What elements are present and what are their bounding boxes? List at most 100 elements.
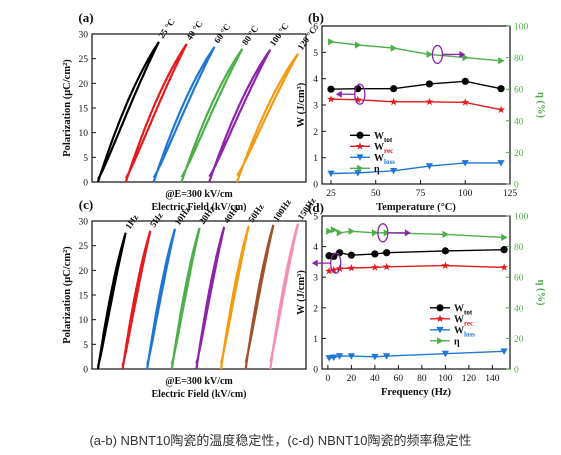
data-point-eta bbox=[442, 230, 449, 238]
y-tick-label: 25 bbox=[79, 55, 89, 65]
loop-40Hz bbox=[195, 226, 226, 370]
legend-marker bbox=[357, 164, 364, 172]
loop-40C bbox=[124, 43, 188, 183]
y-tick-label: 0 bbox=[83, 366, 88, 376]
x-tick-label: 100 bbox=[458, 189, 473, 199]
series-line-eta bbox=[330, 41, 502, 62]
x-axis-title: Temperature (°C) bbox=[376, 202, 456, 213]
data-point-tot bbox=[441, 247, 449, 255]
legend-marker bbox=[436, 304, 444, 312]
data-point-rec bbox=[382, 262, 391, 271]
data-point-eta bbox=[348, 227, 355, 235]
data-point-tot bbox=[497, 85, 505, 93]
data-point-rec bbox=[500, 263, 509, 271]
figure-caption: (a-b) NBNT10陶瓷的温度稳定性，(c-d) NBNT10陶瓷的频率稳定… bbox=[89, 433, 472, 448]
data-point-rec bbox=[329, 265, 338, 274]
loop-60C bbox=[152, 46, 216, 183]
y-tick-label: 10 bbox=[79, 129, 89, 139]
callout-arrowhead-left bbox=[311, 259, 318, 267]
y-tick-label-left: 5 bbox=[313, 49, 318, 59]
y-tick-label-right: 80 bbox=[514, 243, 524, 253]
loop-100Hz bbox=[244, 224, 275, 370]
data-point-tot bbox=[336, 249, 344, 257]
loop-80C bbox=[180, 48, 244, 183]
x-tick-label: 20 bbox=[347, 374, 357, 384]
series-line-rec bbox=[330, 98, 502, 111]
y-tick-label-left: 0 bbox=[313, 181, 318, 191]
x-tick-label: 75 bbox=[416, 189, 426, 199]
data-point-loss bbox=[383, 353, 391, 360]
data-point-tot bbox=[347, 251, 355, 259]
y-tick-label-left: 0 bbox=[313, 366, 318, 376]
data-point-loss bbox=[461, 160, 469, 167]
loop-100C bbox=[208, 49, 272, 183]
y-tick-label: 15 bbox=[79, 292, 89, 302]
x-tick-label: 0 bbox=[326, 374, 331, 384]
y-tick-label: 30 bbox=[79, 218, 89, 228]
y-tick-label-right: 0 bbox=[514, 366, 519, 376]
data-point-loss bbox=[336, 353, 344, 360]
y-tick-label: 0 bbox=[83, 179, 88, 189]
data-point-rec bbox=[425, 97, 434, 106]
y-tick-label: 25 bbox=[79, 242, 89, 252]
data-point-eta bbox=[498, 57, 505, 65]
callout-arrowhead-right bbox=[459, 50, 466, 58]
panel-b: 25 50 75 100 1250123456020406080100(b)Temper… bbox=[296, 10, 546, 213]
legend-subscript: loss bbox=[384, 158, 395, 166]
loop-120C bbox=[236, 53, 299, 183]
loop-20Hz bbox=[170, 227, 201, 370]
y-tick-label: 5 bbox=[83, 341, 88, 351]
y-axis-title: Polarization (μC/cm²) bbox=[62, 59, 73, 157]
legend-marker bbox=[356, 131, 364, 139]
data-point-rec bbox=[370, 263, 379, 271]
data-point-eta bbox=[336, 229, 344, 237]
panel-label: (c) bbox=[79, 197, 93, 212]
y-tick-label-left: 2 bbox=[313, 128, 318, 138]
y-tick-label-left: 3 bbox=[313, 274, 318, 284]
series-line-loss bbox=[329, 350, 505, 359]
y-tick-label-left: 4 bbox=[313, 243, 318, 253]
data-point-eta bbox=[330, 226, 338, 234]
legend-subscript: tot bbox=[384, 136, 393, 144]
y-axis-title: Polarization (μC/cm²) bbox=[62, 246, 73, 344]
loop-25C bbox=[96, 41, 160, 183]
legend-label: η bbox=[454, 336, 460, 347]
curve-label: 25 °C bbox=[156, 17, 176, 40]
legend-label: η bbox=[374, 164, 380, 175]
data-point-loss bbox=[330, 354, 338, 361]
legend-subscript: loss bbox=[464, 330, 475, 338]
y-tick-label-left: 3 bbox=[313, 102, 318, 112]
y-tick-label: 15 bbox=[79, 105, 89, 115]
loop-50Hz bbox=[220, 225, 250, 370]
callout-arrowhead-left bbox=[335, 90, 342, 98]
data-point-tot bbox=[327, 85, 335, 93]
x-tick-label: 25 bbox=[326, 189, 336, 199]
legend-marker bbox=[356, 154, 364, 161]
data-point-eta bbox=[501, 233, 508, 241]
data-point-tot bbox=[500, 246, 508, 254]
plot-frame bbox=[321, 215, 511, 370]
data-point-eta bbox=[390, 44, 398, 52]
y-tick-label-right: 100 bbox=[514, 23, 529, 33]
data-point-rec bbox=[347, 263, 356, 272]
series-line-loss bbox=[330, 162, 501, 175]
data-point-rec bbox=[327, 95, 335, 103]
data-point-loss bbox=[354, 170, 362, 177]
loop-1Hz bbox=[96, 232, 127, 370]
data-point-loss bbox=[425, 163, 433, 170]
y-tick-label-right: 60 bbox=[514, 274, 524, 284]
data-point-loss bbox=[371, 353, 379, 361]
data-point-tot bbox=[425, 80, 434, 88]
x-axis-title: Electric Field (kV/cm) bbox=[152, 202, 247, 213]
series-line-tot bbox=[329, 249, 505, 258]
data-point-tot bbox=[390, 85, 398, 93]
data-point-tot bbox=[371, 250, 379, 258]
y-tick-label: 20 bbox=[79, 267, 89, 277]
x-axis-note: @E=300 kV/cm bbox=[165, 189, 233, 200]
x-tick-label: 140 bbox=[485, 374, 500, 384]
y-tick-label-left: 1 bbox=[313, 154, 318, 164]
data-point-loss bbox=[347, 353, 355, 360]
